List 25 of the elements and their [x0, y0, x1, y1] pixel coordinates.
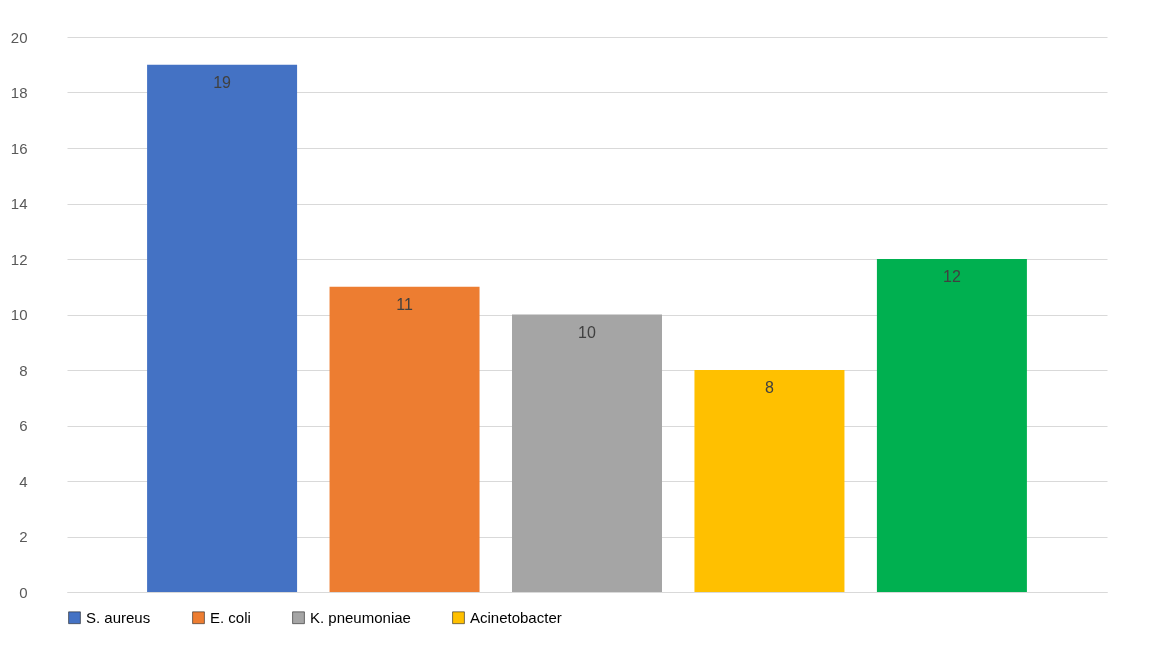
bar	[329, 286, 480, 592]
y-tick-label: 12	[10, 250, 28, 268]
y-tick-label: 2	[19, 528, 28, 545]
bar	[876, 259, 1027, 592]
data-label: 10	[578, 323, 596, 341]
legend-label: K. pneumoniae	[310, 608, 411, 626]
legend-label: S. aureus	[86, 608, 151, 626]
y-tick-label: 8	[19, 361, 28, 379]
bar	[147, 64, 298, 592]
data-label: 12	[943, 268, 961, 285]
data-label: 8	[765, 379, 774, 396]
legend-label: E. coli	[210, 608, 251, 626]
y-tick-label: 4	[19, 472, 28, 490]
bar	[694, 370, 845, 592]
legend-label: Acinetobacter	[470, 608, 562, 626]
data-label: 19	[213, 73, 232, 91]
y-tick-label: 18	[10, 84, 28, 101]
y-tick-label: 20	[10, 28, 28, 46]
bar	[512, 314, 662, 592]
data-label: 11	[396, 295, 413, 313]
y-tick-label: 0	[19, 583, 28, 601]
y-tick-label: 14	[10, 195, 28, 212]
y-tick-label: 16	[10, 139, 28, 157]
y-tick-label: 6	[19, 417, 28, 434]
y-tick-label: 10	[10, 306, 28, 323]
